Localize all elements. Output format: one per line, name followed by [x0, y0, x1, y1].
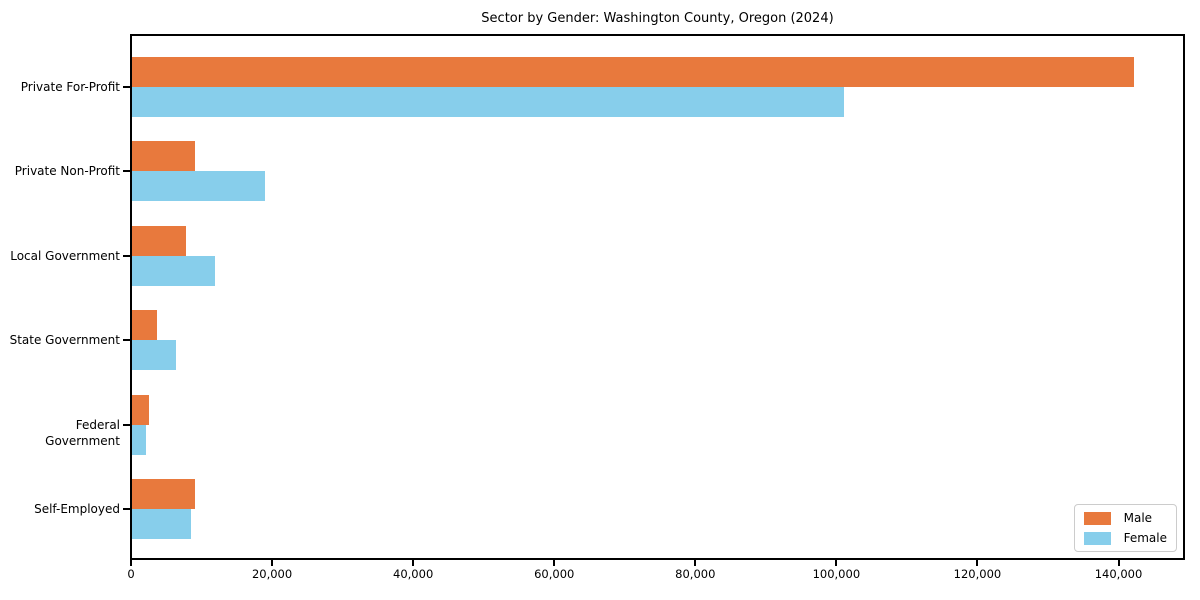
bar-female [132, 255, 215, 286]
y-tick-mark [123, 86, 130, 88]
y-tick-mark [123, 170, 130, 173]
y-tick-mark [123, 508, 130, 510]
bar-male [132, 141, 196, 172]
bar-male [132, 310, 157, 341]
legend-label-male: Male [1123, 511, 1153, 525]
bar-group [132, 225, 1183, 286]
y-tick-label: Self-Employed [34, 502, 120, 516]
female-swatch [1083, 531, 1111, 545]
bar-male [132, 225, 186, 256]
x-tick-mark [553, 560, 556, 566]
y-tick-mark [123, 339, 130, 342]
x-tick-label: 20,000 [251, 567, 293, 581]
legend: Male Female [1073, 504, 1177, 552]
bar-group [132, 57, 1183, 117]
bar-group [132, 310, 1183, 371]
bar-group [132, 141, 1183, 202]
bar-female [132, 87, 844, 117]
male-swatch [1083, 511, 1111, 525]
x-tick-label: 80,000 [675, 567, 716, 581]
x-tick-label: 0 [127, 567, 135, 581]
plot-area: Male Female [130, 34, 1185, 560]
x-tick-label: 120,000 [953, 567, 1002, 581]
bar-female [132, 509, 192, 539]
x-tick-mark [412, 560, 415, 566]
y-tick-mark [123, 254, 130, 257]
x-tick-label: 140,000 [1094, 567, 1143, 581]
x-tick-mark [976, 560, 979, 566]
bar-male [132, 479, 196, 509]
y-tick-label: Private Non-Profit [14, 164, 120, 179]
x-tick-mark [271, 560, 274, 566]
y-tick-label: Federal Government [45, 417, 120, 448]
x-tick-label: 100,000 [812, 567, 861, 581]
y-tick-label: State Government [9, 333, 120, 348]
bar-group [132, 479, 1183, 539]
x-tick-mark [130, 560, 132, 566]
bar-male [132, 57, 1134, 87]
x-tick-mark [835, 560, 838, 566]
bar-female [132, 424, 147, 455]
legend-item-male: Male [1083, 511, 1167, 525]
y-tick-mark [123, 423, 130, 426]
legend-label-female: Female [1123, 531, 1167, 545]
y-tick-label: Private For-Profit [20, 80, 120, 94]
bar-group [132, 394, 1183, 455]
chart-title: Sector by Gender: Washington County, Ore… [481, 11, 834, 26]
y-tick-label: Local Government [10, 248, 120, 263]
x-tick-label: 40,000 [393, 567, 434, 581]
bar-female [132, 340, 177, 371]
x-tick-mark [694, 560, 697, 566]
bar-female [132, 171, 265, 202]
legend-item-female: Female [1083, 531, 1167, 545]
x-tick-label: 60,000 [534, 567, 575, 581]
bar-male [132, 394, 149, 425]
x-tick-mark [1117, 560, 1120, 566]
